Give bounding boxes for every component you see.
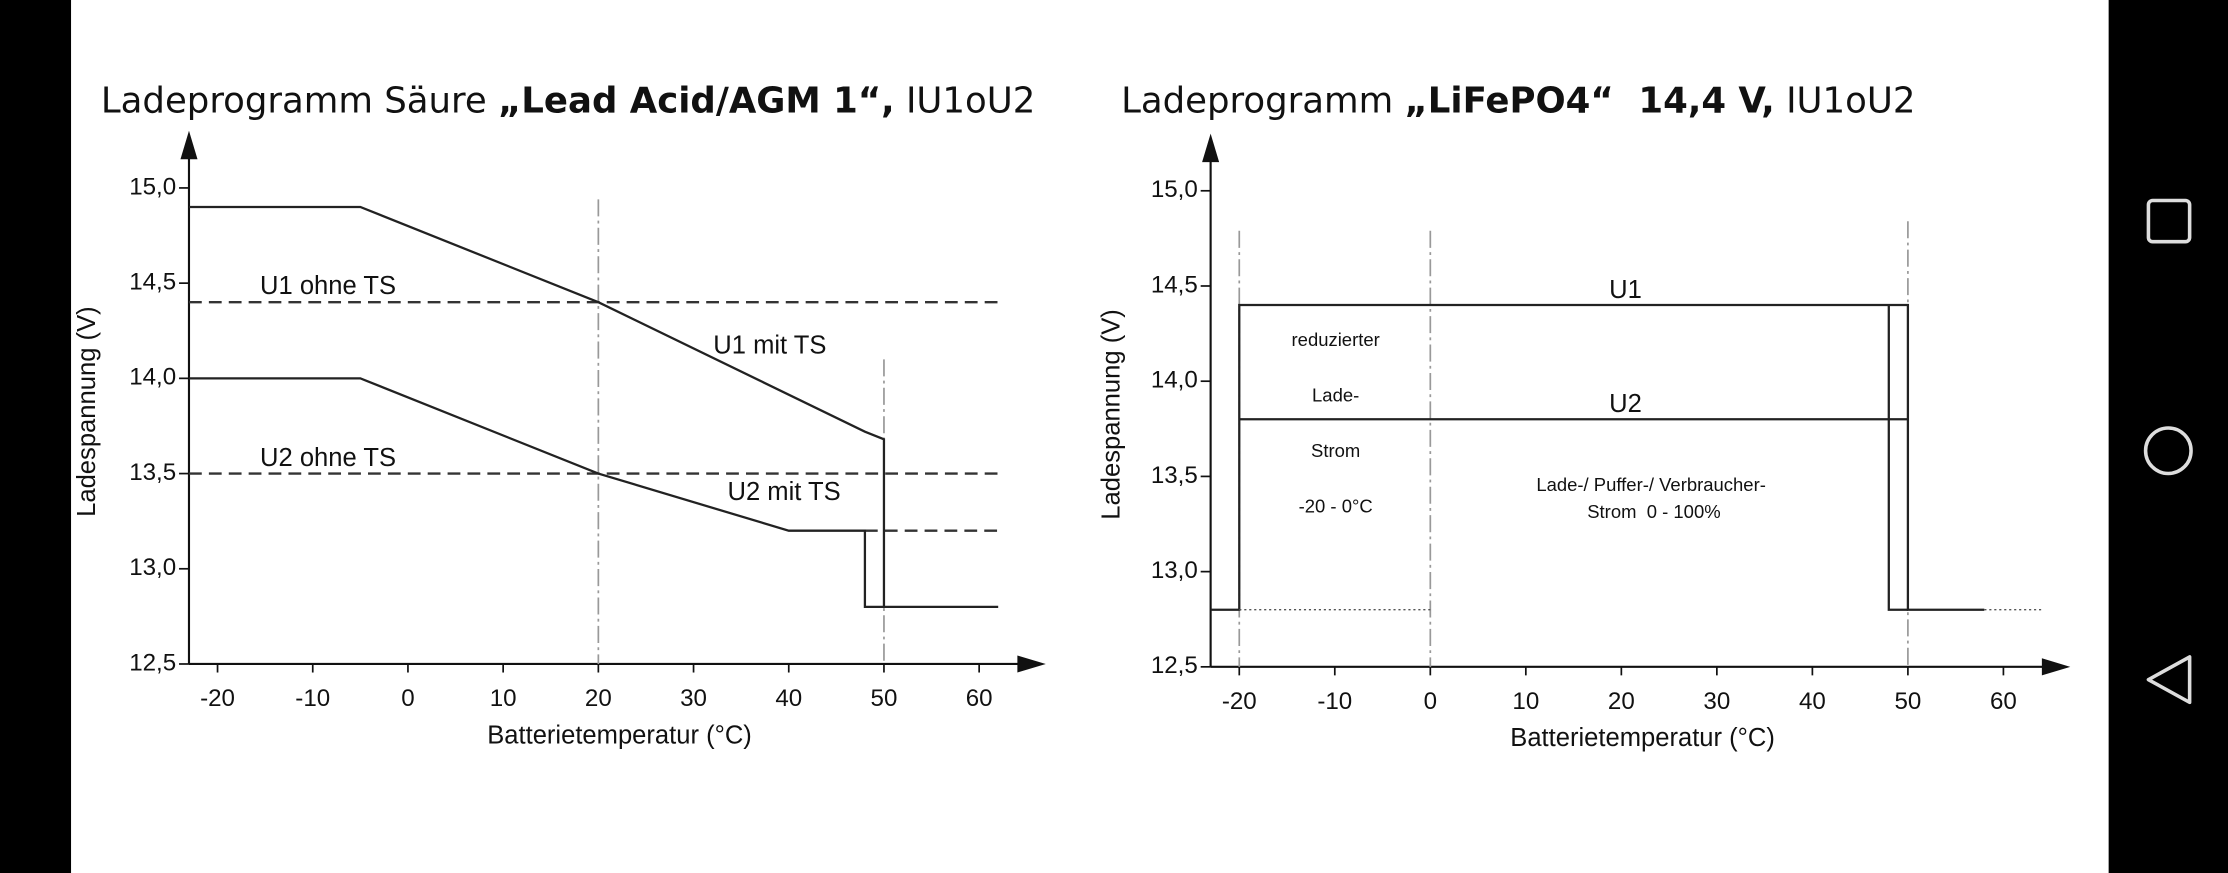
title-part: Ladeprogramm xyxy=(1121,80,1404,121)
annotation: reduzierter xyxy=(1292,329,1380,350)
series-label: U1 ohne TS xyxy=(260,272,396,300)
title-part: „Lead Acid/AGM 1“, xyxy=(498,80,895,121)
y-tick-label: 12,5 xyxy=(1151,652,1198,679)
x-tick-label: 40 xyxy=(1799,688,1826,715)
chart-title: Ladeprogramm Säure „Lead Acid/AGM 1“, IU… xyxy=(101,80,1035,121)
chart-title: Ladeprogramm „LiFePO4“ 14,4 V, IU1oU2 xyxy=(1121,80,1915,121)
y-tick-label: 15,0 xyxy=(129,173,176,200)
x-tick-label: 60 xyxy=(966,685,993,712)
series-label: U2 xyxy=(1609,390,1642,418)
y-tick-label: 13,0 xyxy=(129,554,176,581)
y-tick-label: 14,5 xyxy=(129,269,176,296)
nav-recents[interactable] xyxy=(2146,198,2192,244)
title-part: IU1oU2 xyxy=(895,80,1036,121)
x-tick-label: 40 xyxy=(775,685,802,712)
series-line xyxy=(1210,303,1985,611)
annotation: Lade-/ Puffer-/ Verbraucher- xyxy=(1536,474,1766,495)
x-tick-label: 0 xyxy=(1424,688,1437,715)
y-tick-label: 14,0 xyxy=(129,364,176,391)
y-axis-arrow xyxy=(1202,133,1220,163)
y-tick-label: 13,5 xyxy=(1151,462,1198,489)
y-tick-label: 12,5 xyxy=(129,649,176,676)
y-tick-label: 14,0 xyxy=(1151,367,1198,394)
x-tick-label: 50 xyxy=(871,685,898,712)
x-tick-label: -20 xyxy=(1222,688,1257,715)
series-label: U2 mit TS xyxy=(728,478,841,506)
annotation: -20 - 0°C xyxy=(1299,495,1373,516)
series-line xyxy=(188,377,884,609)
x-tick-label: 0 xyxy=(401,685,414,712)
nav-home[interactable] xyxy=(2143,426,2193,476)
x-tick-label: 30 xyxy=(680,685,707,712)
x-tick-label: 10 xyxy=(1512,688,1539,715)
annotation: Lade- xyxy=(1312,385,1359,406)
annotation: Strom 0 - 100% xyxy=(1587,501,1720,522)
title-part: IU1oU2 xyxy=(1775,80,1916,121)
y-tick-label: 13,5 xyxy=(129,459,176,486)
x-tick-label: 60 xyxy=(1990,688,2017,715)
y-tick-label: 15,0 xyxy=(1151,176,1198,203)
series-label: U2 ohne TS xyxy=(260,444,396,472)
title-part: „LiFePO4“ 14,4 V, xyxy=(1404,80,1774,121)
x-tick-label: 20 xyxy=(1608,688,1635,715)
x-axis-arrow xyxy=(1017,655,1046,673)
y-axis-arrow xyxy=(180,130,198,160)
series-label: U1 mit TS xyxy=(713,332,826,360)
x-tick-label: 30 xyxy=(1703,688,1730,715)
y-tick-label: 13,0 xyxy=(1151,557,1198,584)
annotation: Strom xyxy=(1311,440,1360,461)
x-tick-label: -20 xyxy=(200,685,235,712)
x-tick-label: 50 xyxy=(1894,688,1921,715)
charts: Ladeprogramm Säure „Lead Acid/AGM 1“, IU… xyxy=(73,80,2071,752)
x-tick-label: -10 xyxy=(295,685,330,712)
x-tick-label: -10 xyxy=(1317,688,1352,715)
content-area xyxy=(71,0,2109,873)
x-tick-label: 20 xyxy=(585,685,612,712)
series-label: U1 xyxy=(1609,276,1642,304)
x-axis-label: Batterietemperatur (°C) xyxy=(1510,724,1775,752)
y-tick-label: 14,5 xyxy=(1151,271,1198,298)
x-axis-arrow xyxy=(2041,658,2071,676)
title-part: Ladeprogramm Säure xyxy=(101,80,498,121)
series-line xyxy=(1887,305,1908,611)
x-tick-label: 10 xyxy=(490,685,517,712)
nav-back[interactable] xyxy=(2146,655,2192,705)
y-axis-label: Ladespannung (V) xyxy=(1097,309,1125,520)
x-axis-label: Batterietemperatur (°C) xyxy=(487,721,752,749)
y-axis-label: Ladespannung (V) xyxy=(73,306,101,517)
